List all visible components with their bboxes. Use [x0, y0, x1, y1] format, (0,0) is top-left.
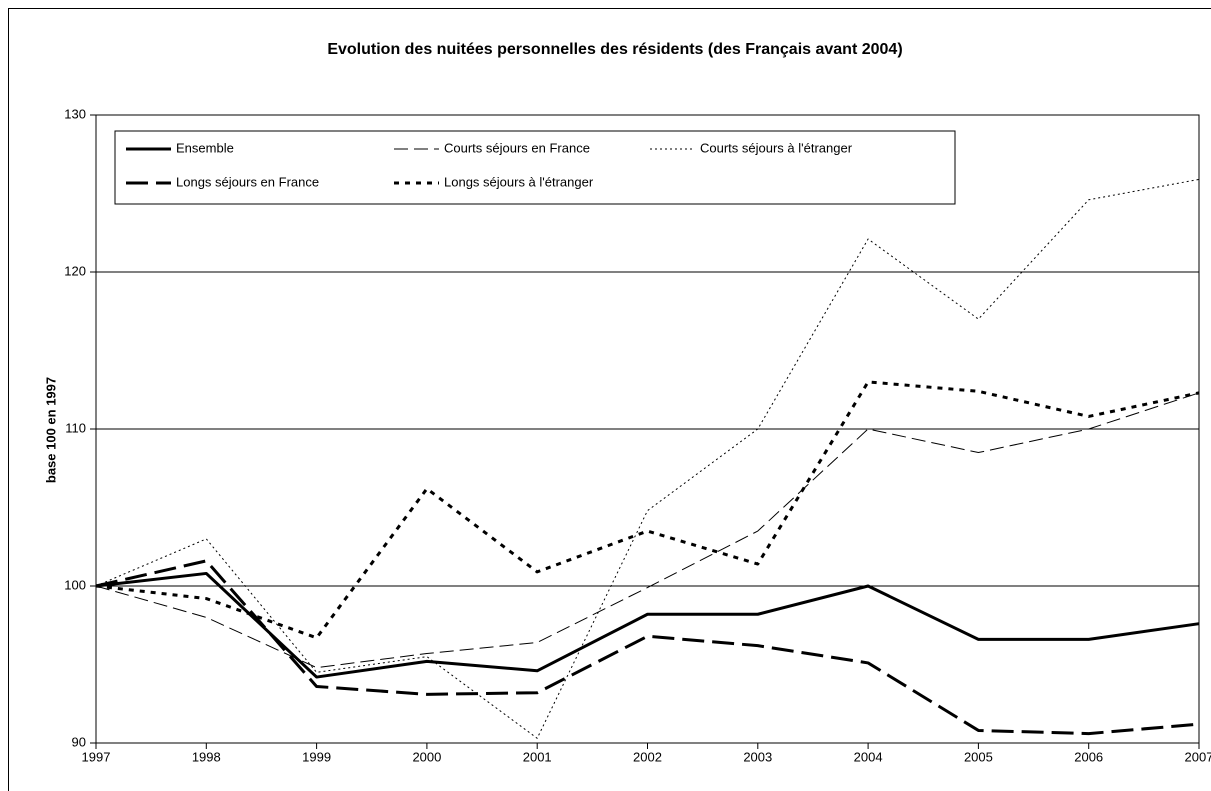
series-line — [95, 178, 1200, 739]
x-tick-label: 2001 — [523, 749, 552, 764]
x-tick-label: 1997 — [82, 749, 111, 764]
x-tick-label: 2007 — [1185, 749, 1211, 764]
x-tick-label: 2002 — [633, 749, 662, 764]
legend-label: Ensemble — [176, 140, 234, 155]
y-axis-label: base 100 en 1997 — [43, 377, 58, 483]
y-tick-label: 90 — [72, 734, 86, 749]
x-tick-label: 1998 — [192, 749, 221, 764]
x-tick-label: 2000 — [412, 749, 441, 764]
chart-title: Evolution des nuitées personnelles des r… — [327, 41, 902, 58]
y-tick-label: 100 — [64, 577, 86, 592]
series-line — [95, 559, 1200, 736]
y-tick-label: 110 — [65, 420, 86, 435]
legend-label: Courts séjours à l'étranger — [700, 140, 853, 155]
legend — [114, 130, 956, 205]
y-tick-label: 130 — [64, 106, 86, 121]
x-tick-label: 2005 — [964, 749, 993, 764]
series-line — [95, 380, 1200, 640]
x-tick-label: 2003 — [743, 749, 772, 764]
chart-frame — [8, 8, 1211, 791]
x-tick-label: 2004 — [854, 749, 883, 764]
legend-label: Courts séjours en France — [444, 140, 590, 155]
x-tick-label: 1999 — [302, 749, 331, 764]
x-tick-label: 2006 — [1074, 749, 1103, 764]
legend-label: Longs séjours à l'étranger — [444, 174, 594, 189]
y-tick-label: 120 — [64, 263, 86, 278]
series-line — [95, 392, 1200, 669]
legend-label: Longs séjours en France — [176, 174, 319, 189]
